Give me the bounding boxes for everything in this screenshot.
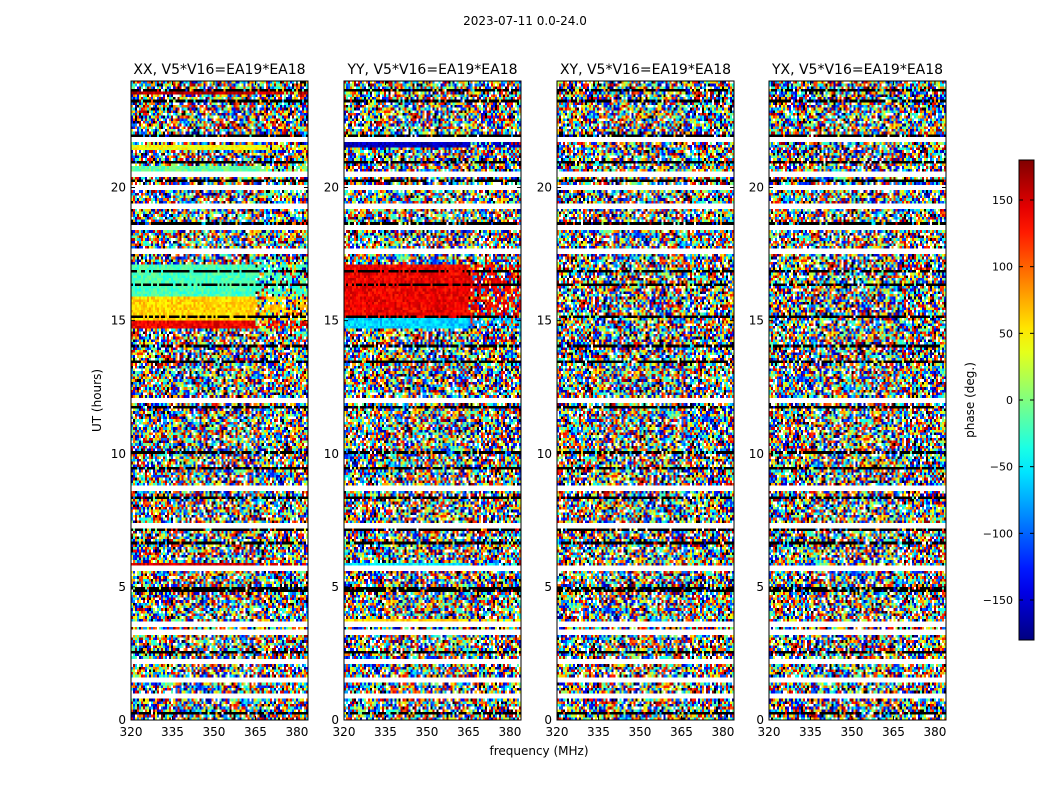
colorbar-label: phase (deg.)	[963, 362, 977, 438]
x-tick-label: 365	[882, 725, 905, 739]
colorbar-tick-label: −150	[983, 594, 1013, 607]
y-tick-label: 20	[749, 181, 764, 195]
x-tick-label: 365	[244, 725, 267, 739]
panel-title: XX, V5*V16=EA19*EA18	[133, 62, 305, 78]
x-tick-label: 365	[670, 725, 693, 739]
x-tick-label: 365	[457, 725, 480, 739]
figure-suptitle: 2023-07-11 0.0-24.0	[463, 14, 587, 28]
panel-yx: YX, V5*V16=EA19*EA18 320 335 350 365 380 0 5 10 1…	[749, 62, 947, 739]
colorbar-tick-label: 100	[992, 261, 1013, 274]
y-tick-label: 10	[537, 447, 552, 461]
axes-frame	[556, 80, 735, 721]
phase-raster-yy	[344, 81, 521, 720]
x-tick-label: 350	[841, 725, 864, 739]
x-tick-label: 320	[120, 725, 143, 739]
y-tick-label: 5	[544, 580, 552, 594]
y-tick-label: 5	[118, 580, 126, 594]
axes-frame	[130, 80, 309, 721]
x-tick-label: 335	[161, 725, 184, 739]
colorbar-tick-label: −100	[983, 527, 1013, 540]
panel-xx: XX, V5*V16=EA19*EA18 320 335 350 365 380 0 5 10 1…	[111, 62, 309, 739]
x-tick-label: 320	[546, 725, 569, 739]
y-tick-label: 0	[118, 713, 126, 727]
x-tick-label: 380	[711, 725, 734, 739]
phase-raster-xx	[131, 81, 308, 720]
phase-raster-xy	[557, 81, 734, 720]
x-tick-label: 320	[758, 725, 781, 739]
y-tick-label: 20	[537, 181, 552, 195]
y-axis-label: UT (hours)	[90, 369, 104, 432]
x-tick-label: 380	[498, 725, 521, 739]
x-axis-label: frequency (MHz)	[489, 744, 588, 758]
colorbar-tick-label: −50	[990, 461, 1013, 474]
y-tick-label: 15	[111, 314, 126, 328]
panel-title: XY, V5*V16=EA19*EA18	[560, 62, 731, 78]
y-tick-label: 20	[111, 181, 126, 195]
y-tick-label: 0	[756, 713, 764, 727]
colorbar-tick-label: 150	[992, 194, 1013, 207]
y-tick-label: 10	[324, 447, 339, 461]
panel-yy: YY, V5*V16=EA19*EA18 320 335 350 365 380 0 5 10 1…	[324, 62, 522, 739]
y-tick-label: 20	[324, 181, 339, 195]
panel-title: YY, V5*V16=EA19*EA18	[346, 62, 517, 78]
x-tick-label: 335	[799, 725, 822, 739]
panel-title: YX, V5*V16=EA19*EA18	[771, 62, 943, 78]
x-tick-label: 335	[374, 725, 397, 739]
x-tick-label: 380	[923, 725, 946, 739]
colorbar-tick-label: 0	[1006, 394, 1013, 407]
x-tick-label: 350	[416, 725, 439, 739]
x-tick-label: 335	[587, 725, 610, 739]
x-tick-label: 380	[285, 725, 308, 739]
colorbar: −150 −100 −50 0 50 100 150 phase (deg.)	[963, 159, 1035, 641]
x-tick-label: 350	[203, 725, 226, 739]
y-tick-label: 5	[756, 580, 764, 594]
y-tick-label: 15	[749, 314, 764, 328]
y-tick-label: 0	[544, 713, 552, 727]
y-tick-label: 5	[331, 580, 339, 594]
y-tick-label: 0	[331, 713, 339, 727]
y-tick-label: 10	[111, 447, 126, 461]
x-tick-label: 350	[629, 725, 652, 739]
y-tick-label: 15	[324, 314, 339, 328]
y-tick-label: 15	[537, 314, 552, 328]
axes-frame	[343, 80, 522, 721]
phase-raster-yx	[769, 81, 946, 720]
y-tick-label: 10	[749, 447, 764, 461]
x-tick-label: 320	[333, 725, 356, 739]
colorbar-tick-label: 50	[999, 327, 1013, 340]
axes-frame	[768, 80, 947, 721]
panel-xy: XY, V5*V16=EA19*EA18 320 335 350 365 380 0 5 10 1…	[537, 62, 735, 739]
